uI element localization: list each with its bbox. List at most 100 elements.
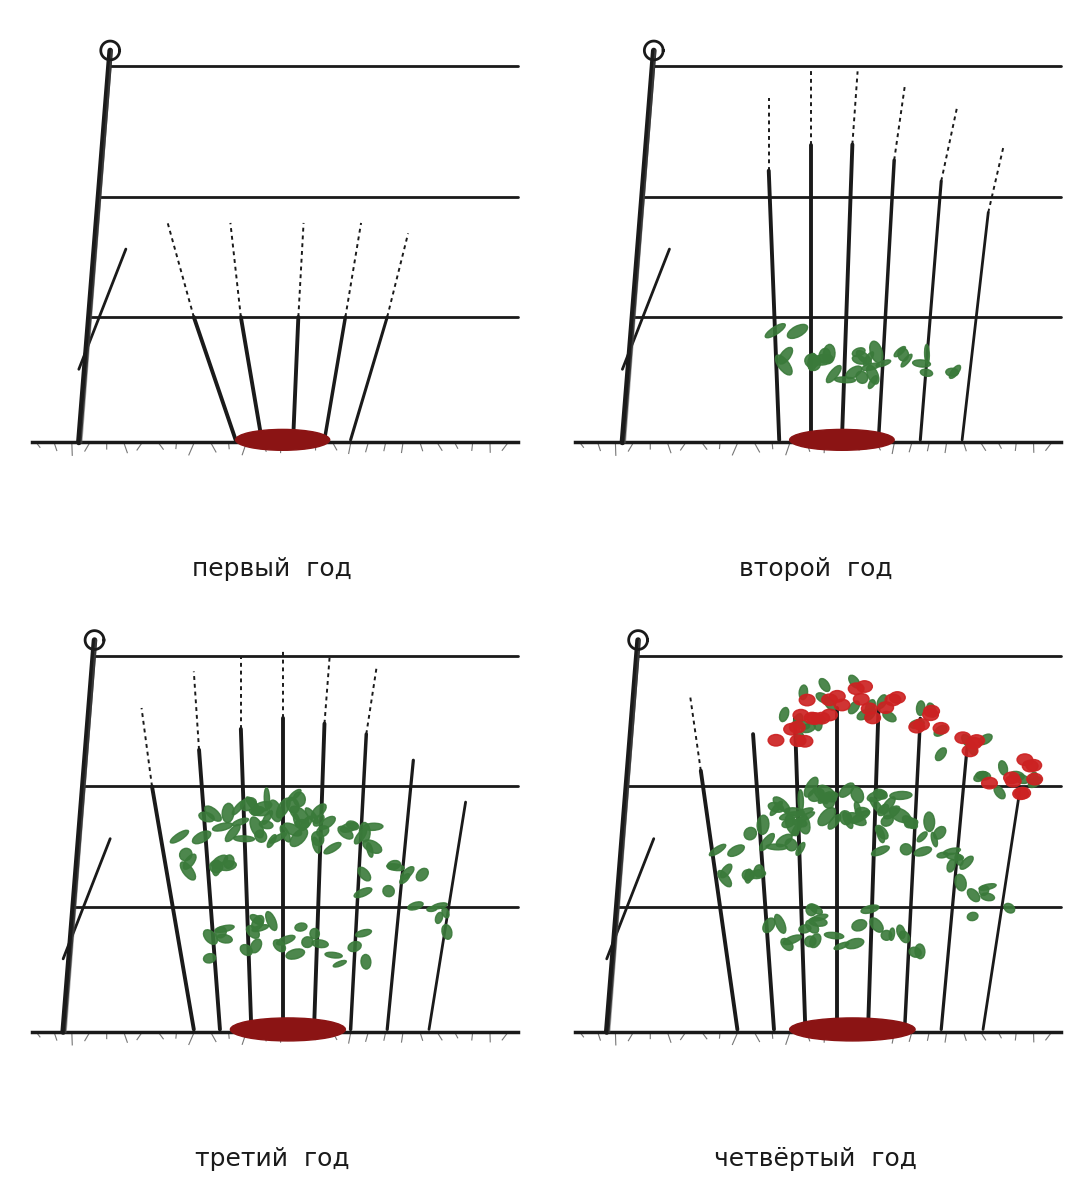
Ellipse shape	[333, 960, 346, 967]
Ellipse shape	[270, 833, 286, 844]
Ellipse shape	[348, 942, 361, 952]
Ellipse shape	[849, 701, 860, 714]
Ellipse shape	[852, 348, 865, 356]
Ellipse shape	[962, 734, 973, 748]
Ellipse shape	[341, 823, 358, 833]
Ellipse shape	[387, 860, 400, 870]
Ellipse shape	[193, 832, 211, 844]
Ellipse shape	[931, 833, 938, 847]
Ellipse shape	[914, 847, 931, 856]
Ellipse shape	[754, 865, 764, 877]
Ellipse shape	[255, 830, 267, 842]
Ellipse shape	[824, 344, 834, 364]
Ellipse shape	[774, 797, 790, 812]
Ellipse shape	[818, 785, 837, 802]
Ellipse shape	[718, 870, 731, 887]
Ellipse shape	[367, 842, 373, 857]
Ellipse shape	[290, 806, 309, 823]
Ellipse shape	[825, 698, 836, 710]
Ellipse shape	[1023, 761, 1038, 772]
Ellipse shape	[249, 808, 269, 816]
Text: первый  год: первый год	[193, 558, 353, 582]
Ellipse shape	[871, 846, 889, 856]
Ellipse shape	[793, 820, 807, 827]
Ellipse shape	[273, 940, 285, 952]
Text: четвёртый  год: четвёртый год	[715, 1147, 917, 1171]
Ellipse shape	[358, 868, 371, 881]
Ellipse shape	[776, 355, 792, 374]
Ellipse shape	[819, 678, 830, 691]
Ellipse shape	[865, 712, 880, 724]
Ellipse shape	[814, 716, 823, 731]
Ellipse shape	[219, 860, 236, 870]
Ellipse shape	[283, 823, 301, 836]
Ellipse shape	[180, 848, 191, 860]
Ellipse shape	[254, 802, 272, 812]
Ellipse shape	[843, 812, 853, 828]
Ellipse shape	[338, 827, 353, 839]
Ellipse shape	[967, 740, 977, 755]
Ellipse shape	[1029, 772, 1038, 786]
Ellipse shape	[881, 930, 892, 941]
Ellipse shape	[935, 725, 947, 736]
Ellipse shape	[796, 812, 809, 834]
Ellipse shape	[306, 808, 319, 823]
Ellipse shape	[311, 804, 326, 818]
Ellipse shape	[819, 792, 838, 803]
Ellipse shape	[171, 830, 188, 844]
Ellipse shape	[853, 694, 869, 704]
Ellipse shape	[924, 706, 939, 716]
Ellipse shape	[805, 354, 819, 367]
Ellipse shape	[426, 906, 437, 912]
Ellipse shape	[823, 794, 834, 809]
Ellipse shape	[924, 812, 935, 832]
Ellipse shape	[827, 366, 841, 383]
Ellipse shape	[943, 848, 961, 854]
Ellipse shape	[203, 930, 218, 944]
Ellipse shape	[901, 844, 912, 854]
Ellipse shape	[960, 856, 973, 869]
Text: третий  год: третий год	[195, 1147, 349, 1171]
Ellipse shape	[814, 354, 833, 365]
Ellipse shape	[742, 870, 754, 881]
Ellipse shape	[400, 866, 413, 880]
Ellipse shape	[214, 925, 234, 932]
Ellipse shape	[417, 869, 429, 881]
Ellipse shape	[750, 870, 766, 878]
Ellipse shape	[783, 724, 800, 734]
Ellipse shape	[834, 700, 850, 710]
Ellipse shape	[234, 836, 255, 841]
Ellipse shape	[408, 902, 423, 910]
Ellipse shape	[387, 864, 404, 871]
Ellipse shape	[780, 811, 800, 820]
Ellipse shape	[264, 787, 270, 809]
Ellipse shape	[1004, 772, 1019, 784]
Ellipse shape	[1028, 776, 1041, 787]
Ellipse shape	[399, 874, 410, 883]
Ellipse shape	[240, 944, 252, 955]
Ellipse shape	[877, 695, 887, 708]
Ellipse shape	[313, 815, 324, 826]
Ellipse shape	[361, 954, 371, 970]
Ellipse shape	[363, 823, 383, 830]
Ellipse shape	[806, 904, 817, 916]
Ellipse shape	[808, 354, 817, 371]
Ellipse shape	[205, 806, 221, 821]
Ellipse shape	[962, 745, 978, 757]
Ellipse shape	[979, 734, 992, 744]
Ellipse shape	[236, 430, 330, 450]
Ellipse shape	[980, 893, 994, 901]
Ellipse shape	[325, 953, 343, 958]
Ellipse shape	[770, 802, 782, 816]
Ellipse shape	[934, 827, 945, 839]
Ellipse shape	[442, 924, 452, 940]
Ellipse shape	[914, 719, 929, 731]
Ellipse shape	[886, 694, 901, 706]
Ellipse shape	[801, 724, 815, 733]
Ellipse shape	[936, 748, 947, 761]
Ellipse shape	[865, 707, 876, 720]
Ellipse shape	[231, 1018, 345, 1040]
Ellipse shape	[818, 792, 831, 803]
Ellipse shape	[786, 839, 796, 851]
Ellipse shape	[855, 808, 869, 816]
